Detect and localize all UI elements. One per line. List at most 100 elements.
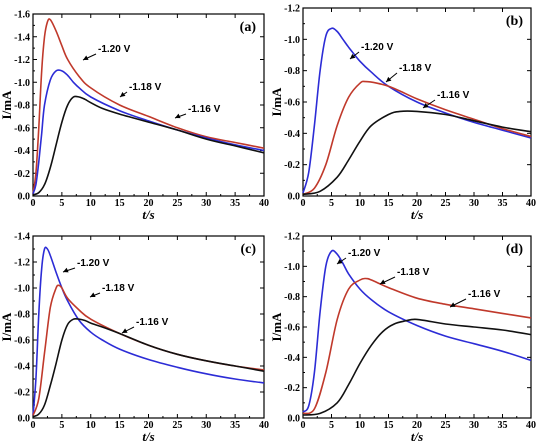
- y-tick-label: -1.2: [284, 232, 300, 243]
- series-line-116: [32, 95, 265, 196]
- x-tick-label: 35: [498, 198, 508, 209]
- annotation-arrowhead: [423, 103, 429, 108]
- y-tick-label: 0.0: [288, 414, 301, 425]
- x-axis-label: t/s: [411, 207, 423, 222]
- annotation-label: -1.20 V: [77, 258, 110, 269]
- chart-panel-1: 0 5 10 15 20 25 30 35 40 0.0 -0.2 -0.4 -0.6 -0.8 -1.0 -…: [0, 10, 269, 223]
- x-axis-label: t/s: [142, 207, 154, 222]
- series-line-120: [32, 246, 265, 416]
- y-tick-label: -0.4: [284, 353, 300, 364]
- x-tick-label: 25: [441, 198, 451, 209]
- x-tick-label: 15: [384, 198, 394, 209]
- chart-panel-4: 0 5 10 15 20 25 30 35 40 0.0 -0.2 -0.4 -0.6 -0.8 -1.0 -…: [269, 232, 536, 445]
- x-axis-label: t/s: [411, 429, 423, 444]
- annotation-label: -1.18 V: [102, 283, 135, 294]
- annotation-arrowhead: [450, 302, 456, 307]
- x-tick-label: 30: [201, 420, 211, 431]
- y-axis-label: I/mA: [0, 90, 14, 120]
- x-axis-label: t/s: [142, 429, 154, 444]
- y-axis-label: I/mA: [0, 312, 14, 342]
- y-tick-label: -0.2: [284, 383, 300, 394]
- x-tick-label: 0: [31, 198, 36, 209]
- x-tick-label: 0: [301, 420, 306, 431]
- y-tick-label: -1.6: [14, 10, 30, 21]
- x-tick-label: 20: [412, 420, 422, 431]
- annotation-label: -1.16 V: [188, 104, 221, 115]
- annotation-label: -1.16 V: [136, 317, 169, 328]
- x-tick-label: 25: [172, 420, 182, 431]
- annotation-arrowhead: [90, 292, 96, 297]
- x-tick-label: 40: [259, 198, 269, 209]
- series-line-118: [302, 277, 532, 415]
- y-tick-label: -0.6: [14, 336, 30, 347]
- annotation-label: -1.16 V: [437, 90, 470, 101]
- y-tick-label: -0.6: [284, 98, 300, 109]
- series-line-120: [32, 18, 265, 194]
- y-tick-label: -0.6: [284, 323, 300, 334]
- x-tick-label: 25: [172, 198, 182, 209]
- x-tick-label: 40: [526, 420, 536, 431]
- x-tick-label: 35: [498, 420, 508, 431]
- x-tick-label: 30: [469, 198, 479, 209]
- x-tick-label: 20: [144, 420, 154, 431]
- y-tick-label: -0.4: [14, 146, 30, 157]
- x-tick-label: 5: [59, 198, 64, 209]
- annotation-arrowhead: [83, 55, 89, 60]
- y-tick-label: -1.4: [14, 232, 30, 243]
- x-tick-label: 15: [115, 420, 125, 431]
- annotation-label: -1.18 V: [397, 267, 430, 278]
- x-tick-label: 35: [230, 198, 240, 209]
- panel-label: (d): [506, 242, 523, 257]
- y-tick-label: -1.2: [284, 4, 300, 15]
- y-tick-label: -0.8: [14, 101, 30, 112]
- y-tick-label: -1.4: [14, 32, 30, 43]
- x-tick-label: 5: [329, 420, 334, 431]
- x-tick-label: 10: [355, 198, 365, 209]
- y-tick-label: 0.0: [18, 414, 31, 425]
- x-tick-label: 25: [441, 420, 451, 431]
- annotation-label: -1.16 V: [468, 289, 501, 300]
- x-tick-label: 20: [144, 198, 154, 209]
- annotation-label: -1.18 V: [129, 82, 162, 93]
- chart-panel-2: 0 5 10 15 20 25 30 35 40 0.0 -0.2 -0.4 -0.6 -0.8 -1.0 -…: [269, 4, 536, 223]
- x-tick-label: 5: [329, 198, 334, 209]
- annotation-arrowhead: [122, 328, 128, 333]
- y-tick-label: -0.8: [284, 66, 300, 77]
- panel-label: (c): [240, 242, 256, 257]
- panel-label: (b): [506, 14, 523, 29]
- series-line-120: [302, 249, 532, 413]
- x-tick-label: 10: [86, 198, 96, 209]
- series-line-118: [302, 80, 532, 196]
- y-tick-label: -1.0: [284, 35, 300, 46]
- y-tick-label: -0.2: [14, 169, 30, 180]
- annotation-arrowhead: [380, 279, 386, 284]
- x-tick-label: 40: [526, 198, 536, 209]
- y-tick-label: -1.0: [284, 262, 300, 273]
- x-tick-label: 10: [86, 420, 96, 431]
- chart-panel-3: 0 5 10 15 20 25 30 35 40 0.0 -0.2 -0.4 -0.6 -0.8 -1.0 -…: [0, 232, 269, 445]
- y-tick-label: -0.2: [284, 160, 300, 171]
- annotation-arrowhead: [386, 76, 392, 82]
- annotation-label: -1.18 V: [399, 63, 432, 74]
- annotation-arrowhead: [63, 267, 69, 273]
- y-tick-label: -0.4: [14, 362, 30, 373]
- x-tick-label: 30: [469, 420, 479, 431]
- x-tick-label: 10: [355, 420, 365, 431]
- x-tick-label: 15: [115, 198, 125, 209]
- y-axis-label: I/mA: [269, 312, 284, 342]
- annotation-label: -1.20 V: [348, 248, 381, 259]
- x-tick-label: 30: [201, 198, 211, 209]
- y-tick-label: 0.0: [288, 192, 301, 203]
- series-line-116: [302, 110, 532, 196]
- annotation-arrowhead: [120, 91, 126, 97]
- annotation-arrowhead: [337, 259, 343, 264]
- series-line-120: [302, 27, 532, 194]
- y-tick-label: -0.4: [284, 129, 300, 140]
- y-tick-label: -0.6: [14, 123, 30, 134]
- y-tick-label: -1.2: [14, 55, 30, 66]
- y-tick-label: -1.2: [14, 258, 30, 269]
- series-line-118: [32, 284, 265, 416]
- x-tick-label: 40: [259, 420, 269, 431]
